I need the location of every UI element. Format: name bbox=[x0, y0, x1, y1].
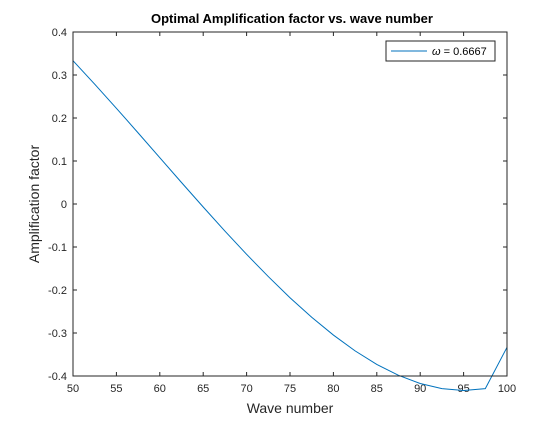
x-tick-label: 50 bbox=[67, 383, 79, 395]
y-tick-label: 0.3 bbox=[52, 70, 67, 82]
y-tick-label: 0.1 bbox=[52, 156, 67, 168]
y-tick-label: -0.2 bbox=[48, 285, 67, 297]
x-tick-label: 100 bbox=[498, 383, 516, 395]
y-tick-label: -0.1 bbox=[48, 242, 67, 254]
x-tick-label: 90 bbox=[414, 383, 426, 395]
legend[interactable]: ω = 0.6667 bbox=[385, 40, 496, 62]
plot-layer bbox=[72, 60, 508, 391]
y-axis-label: Amplification factor bbox=[26, 145, 42, 264]
legend-box bbox=[385, 40, 496, 62]
series-line bbox=[72, 60, 508, 391]
x-tick-label: 85 bbox=[371, 383, 383, 395]
x-tick-label: 55 bbox=[110, 383, 122, 395]
x-tick-label: 70 bbox=[240, 383, 252, 395]
x-tick-label: 75 bbox=[284, 383, 296, 395]
legend-label: ω = 0.6667 bbox=[432, 46, 487, 58]
y-tick-label: 0.4 bbox=[52, 27, 67, 39]
chart-title: Optimal Amplification factor vs. wave nu… bbox=[151, 11, 433, 26]
y-tick-label: 0 bbox=[61, 199, 67, 211]
x-tick-label: 65 bbox=[197, 383, 209, 395]
x-tick-label: 60 bbox=[154, 383, 166, 395]
y-tick-label: 0.2 bbox=[52, 113, 67, 125]
x-tick-label: 80 bbox=[327, 383, 339, 395]
y-tick-label: -0.3 bbox=[48, 328, 67, 340]
plot-frame bbox=[72, 31, 508, 377]
y-tick-label: -0.4 bbox=[48, 371, 67, 383]
legend-value: = 0.6667 bbox=[441, 46, 487, 58]
x-axis-label: Wave number bbox=[247, 400, 334, 416]
x-tick-label: 95 bbox=[457, 383, 469, 395]
legend-omega-symbol: ω bbox=[432, 46, 441, 58]
tick-layer: 50 55 60 65 70 75 80 85 90 95 100 -0.4 -0.3 -0.2 -0.1 0… bbox=[48, 27, 516, 395]
